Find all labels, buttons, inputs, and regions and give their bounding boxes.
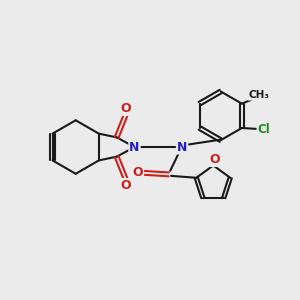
Text: N: N [129, 140, 140, 154]
Text: CH₃: CH₃ [248, 90, 269, 100]
Text: Cl: Cl [257, 123, 270, 136]
Text: O: O [120, 102, 131, 115]
Text: O: O [120, 179, 131, 192]
Text: O: O [133, 167, 143, 179]
Text: N: N [177, 140, 187, 154]
Text: O: O [209, 153, 220, 166]
